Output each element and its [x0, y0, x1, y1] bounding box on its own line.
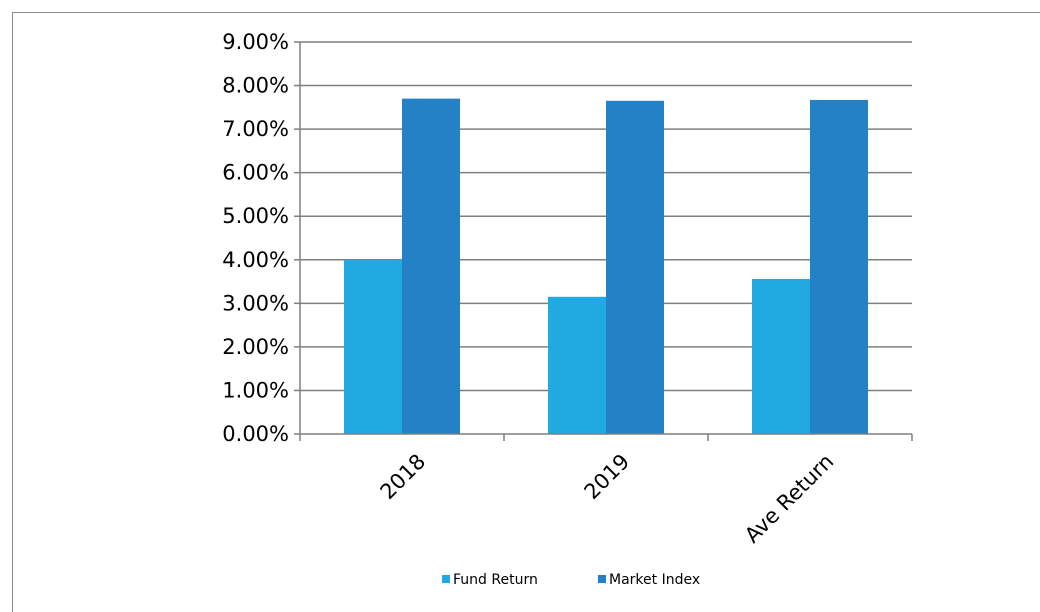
x-tick-labels: 2018 2019 Ave Return	[376, 449, 839, 547]
y-tick-label-2: 2.00%	[222, 335, 289, 359]
y-tick-label-8: 8.00%	[222, 74, 289, 98]
legend-swatch-1	[598, 575, 606, 583]
axes	[294, 41, 913, 441]
legend-label-1: Market Index	[609, 572, 700, 588]
bar-chart: 0.00% 1.00% 2.00% 3.00% 4.00% 5.00% 6.00% 7.00%…	[222, 30, 913, 588]
y-tick-label-0: 0.00%	[222, 422, 289, 446]
bar-market-index-2019	[606, 100, 664, 435]
bar-fund-return-2019	[548, 296, 606, 434]
y-tick-label-3: 3.00%	[222, 291, 289, 315]
x-tick-label-0: 2018	[376, 449, 431, 504]
y-tick-label-9: 9.00%	[222, 30, 289, 54]
y-tick-labels: 0.00% 1.00% 2.00% 3.00% 4.00% 5.00% 6.00% 7.00%…	[222, 30, 289, 446]
x-tick-label-2: Ave Return	[740, 449, 838, 547]
bars	[344, 98, 868, 435]
legend-label-0: Fund Return	[453, 572, 538, 588]
bar-market-index-ave-return	[810, 99, 868, 434]
x-tick-label-1: 2019	[580, 449, 635, 504]
y-tick-label-1: 1.00%	[222, 378, 289, 402]
bar-market-index-2018	[402, 98, 460, 434]
y-tick-label-4: 4.00%	[222, 248, 289, 272]
legend-swatch-0	[442, 575, 450, 583]
legend: Fund Return Market Index	[442, 572, 700, 588]
y-tick-label-6: 6.00%	[222, 161, 289, 185]
chart-frame	[12, 12, 1040, 612]
bar-fund-return-2018	[344, 259, 402, 434]
bar-fund-return-ave-return	[752, 278, 810, 434]
y-tick-label-5: 5.00%	[222, 204, 289, 228]
y-tick-label-7: 7.00%	[222, 117, 289, 141]
